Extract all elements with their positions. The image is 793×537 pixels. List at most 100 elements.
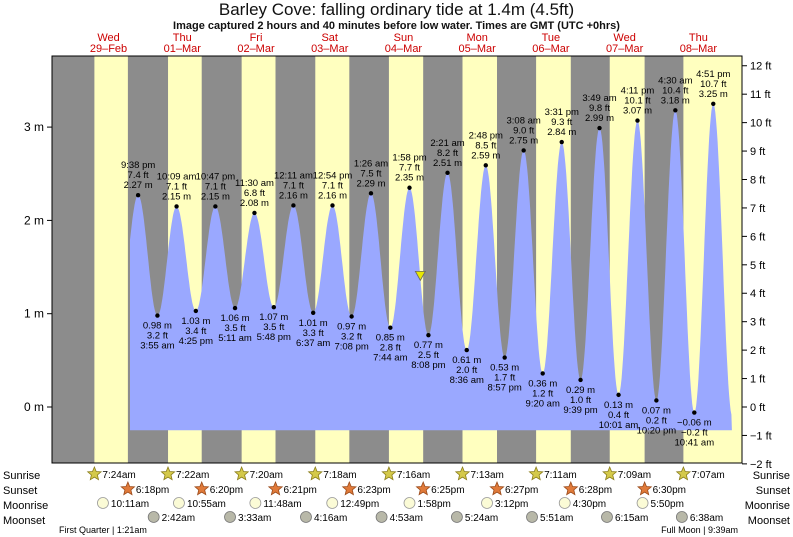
tide-extreme-point — [330, 203, 335, 208]
sunset-time: 6:28pm — [579, 485, 612, 496]
high-tide-meters: 2.75 m — [509, 135, 538, 146]
tide-extreme-point — [174, 204, 179, 209]
y-right-tick-label: 5 ft — [750, 260, 765, 272]
tide-extreme-point — [597, 125, 602, 131]
low-tide-meters: 0.77 m — [414, 340, 443, 351]
sunrise-time: 7:16am — [397, 470, 430, 481]
moonrise-time: 12:49pm — [340, 499, 379, 510]
row-label-sunset: Sunset — [3, 485, 37, 497]
y-right-tick-label: 11 ft — [750, 89, 771, 101]
row-label-moonset-right: Moonset — [748, 515, 790, 527]
low-tide-time: 4:25 pm — [179, 336, 213, 347]
low-tide-time: 8:36 am — [450, 375, 484, 386]
tide-extreme-point — [193, 308, 199, 314]
sunrise-icon — [602, 465, 618, 481]
row-label-moonset: Moonset — [3, 515, 45, 527]
low-tide-meters: 0.29 m — [566, 385, 595, 396]
low-tide-meters: 0.07 m — [642, 405, 671, 416]
high-tide-meters: 2.16 m — [318, 190, 347, 201]
high-tide-feet: 10.7 ft — [700, 79, 727, 90]
moonrise-icon — [636, 497, 649, 509]
plot-frame — [51, 55, 743, 464]
sunrise-time: 7:09am — [618, 470, 651, 481]
low-tide-time: 9:39 pm — [563, 405, 597, 416]
tide-extreme-point — [213, 204, 218, 209]
tide-extreme-point — [291, 203, 296, 208]
low-tide-time: 9:20 am — [526, 398, 560, 409]
high-tide-feet: 9.3 ft — [551, 117, 572, 128]
day-header-dow: Mon — [466, 32, 487, 44]
tide-extreme-point — [464, 347, 469, 353]
moonset-icon — [526, 511, 538, 523]
moonrise-time: 10:11am — [111, 499, 149, 510]
sunrise-icon — [234, 465, 250, 481]
sunset-icon — [193, 480, 210, 496]
high-tide-meters: 2.84 m — [547, 127, 576, 138]
y-right-tick-label: 8 ft — [750, 174, 765, 186]
high-tide-meters: 2.08 m — [240, 198, 269, 209]
sunrise-time: 7:11am — [544, 470, 577, 481]
row-label-sunset-right: Sunset — [756, 485, 790, 497]
sunset-icon — [341, 480, 358, 496]
high-tide-meters: 2.35 m — [395, 173, 424, 184]
full-moon-note: Full Moon | 9:39am — [661, 525, 738, 535]
tide-extreme-point — [252, 210, 257, 216]
high-tide-time: 4:11 pm — [621, 86, 655, 97]
moonrise-icon — [558, 497, 571, 509]
moonset-time: 4:53am — [390, 513, 423, 524]
tide-extreme-point — [232, 305, 238, 311]
moonset-icon — [675, 511, 688, 523]
moonrise-time: 5:50pm — [651, 499, 684, 510]
y-right-tick-label: 12 ft — [750, 61, 771, 73]
low-tide-time: 10:01 am — [599, 420, 639, 431]
moonrise-icon — [173, 497, 185, 509]
tide-extreme-point — [271, 304, 277, 310]
row-label-sunrise: Sunrise — [3, 470, 40, 482]
low-tide-feet: 1.7 ft — [494, 373, 515, 384]
low-tide-meters: 1.03 m — [181, 316, 210, 327]
moonset-icon — [601, 511, 613, 523]
low-tide-meters: 0.36 m — [528, 378, 557, 389]
low-tide-time: 5:48 pm — [257, 332, 291, 343]
day-header-dow: Fri — [250, 32, 263, 44]
high-tide-meters: 2.99 m — [585, 113, 614, 124]
high-tide-feet: 7.1 ft — [322, 180, 343, 191]
moonrise-icon — [403, 497, 416, 509]
low-tide-time: 7:08 pm — [334, 341, 368, 352]
day-header-dow: Sat — [321, 32, 338, 44]
sunset-time: 6:20pm — [210, 485, 243, 496]
high-tide-time: 2:21 am — [430, 138, 464, 149]
low-tide-feet: 3.4 ft — [185, 326, 206, 337]
tide-extreme-point — [388, 325, 393, 330]
tide-extreme-point — [155, 313, 160, 318]
high-tide-time: 10:47 pm — [196, 171, 236, 182]
daylight-band — [94, 56, 128, 463]
moonset-icon — [451, 511, 463, 523]
low-tide-meters: 0.85 m — [376, 333, 405, 344]
sunset-time: 6:23pm — [357, 485, 390, 496]
y-right-tick-label: 7 ft — [750, 203, 765, 215]
y-left-tick-label: 3 m — [24, 120, 44, 134]
high-tide-time: 11:30 am — [235, 178, 274, 189]
moonrise-icon — [249, 497, 262, 509]
chart-title: Barley Cove: falling ordinary tide at 1.… — [218, 0, 575, 19]
low-tide-meters: 1.07 m — [259, 312, 288, 323]
sunrise-icon — [454, 465, 471, 481]
sunrise-time: 7:22am — [176, 470, 209, 481]
high-tide-meters: 3.18 m — [661, 95, 690, 106]
tide-extreme-point — [635, 118, 640, 123]
high-tide-time: 1:26 am — [354, 158, 388, 169]
high-tide-feet: 10.4 ft — [662, 85, 689, 96]
low-tide-feet: 2.0 ft — [456, 365, 477, 376]
high-tide-meters: 2.15 m — [201, 191, 230, 202]
y-right-tick-label: 6 ft — [750, 231, 765, 243]
moonset-time: 5:24am — [465, 513, 498, 524]
tide-extreme-point — [711, 101, 716, 106]
moonset-time: 2:42am — [162, 513, 195, 524]
high-tide-time: 1:58 pm — [392, 153, 426, 164]
high-tide-feet: 8.2 ft — [437, 148, 458, 159]
high-tide-meters: 3.07 m — [623, 106, 652, 117]
moonset-time: 4:16am — [314, 513, 347, 524]
sunset-icon — [120, 480, 136, 496]
moonrise-icon — [97, 497, 109, 509]
